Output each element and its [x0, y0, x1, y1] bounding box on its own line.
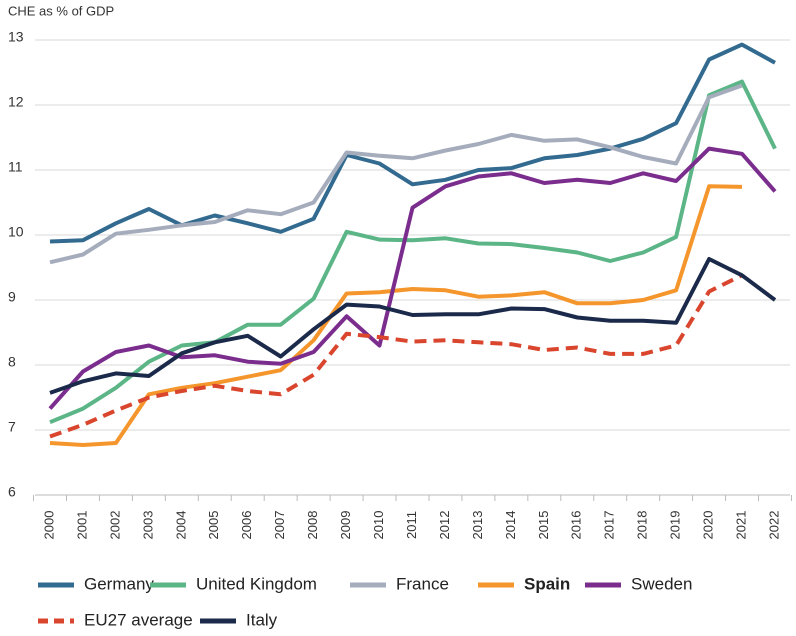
x-tick-label: 2001 — [74, 511, 89, 540]
legend-label: EU27 average — [84, 610, 193, 629]
x-tick-label: 2017 — [602, 511, 617, 540]
x-tick-label: 2009 — [338, 511, 353, 540]
y-tick-label: 13 — [8, 29, 24, 45]
x-tick-label: 2022 — [766, 511, 781, 540]
x-tick-label: 2008 — [305, 511, 320, 540]
x-tick-label: 2010 — [371, 511, 386, 540]
line-series — [49, 273, 743, 439]
line-series — [49, 79, 777, 425]
line-series — [49, 83, 743, 265]
y-tick-label: 7 — [8, 419, 16, 435]
y-tick-label: 6 — [8, 484, 16, 500]
line-series — [49, 184, 743, 447]
x-tick-label: 2014 — [503, 511, 518, 540]
x-tick-label: 2002 — [107, 511, 122, 540]
x-tick-label: 2006 — [239, 511, 254, 540]
legend-label: Italy — [246, 610, 278, 629]
legend-label: Spain — [524, 574, 570, 593]
y-tick-label: 10 — [8, 224, 24, 240]
line-series — [49, 257, 777, 395]
x-tick-label: 2011 — [404, 511, 419, 539]
y-tick-label: 9 — [8, 289, 16, 305]
legend-label: France — [396, 574, 449, 593]
x-tick-label: 2016 — [569, 511, 584, 540]
y-tick-label: 12 — [8, 94, 24, 110]
legend-label: Germany — [84, 574, 154, 593]
x-tick-label: 2007 — [272, 511, 287, 540]
x-tick-label: 2020 — [701, 511, 716, 540]
x-tick-label: 2012 — [437, 511, 452, 540]
x-tick-label: 2003 — [140, 511, 155, 540]
x-tick-label: 2005 — [206, 511, 221, 540]
y-tick-label: 11 — [8, 159, 23, 175]
legend-label: Sweden — [631, 574, 692, 593]
x-tick-label: 2021 — [733, 511, 748, 540]
y-axis-label: CHE as % of GDP — [8, 3, 114, 18]
x-tick-label: 2019 — [668, 511, 683, 540]
line-series — [49, 42, 776, 244]
x-tick-label: 2004 — [173, 511, 188, 540]
x-tick-label: 2018 — [635, 511, 650, 540]
x-tick-label: 2000 — [41, 511, 56, 540]
legend-label: United Kingdom — [196, 574, 317, 593]
legend: Germany United Kingdom France Spain Sweden EU… — [38, 574, 692, 629]
y-tick-label: 8 — [8, 354, 16, 370]
x-tick-label: 2015 — [536, 511, 551, 540]
line-series — [48, 146, 777, 410]
x-tick-label: 2013 — [470, 511, 485, 540]
